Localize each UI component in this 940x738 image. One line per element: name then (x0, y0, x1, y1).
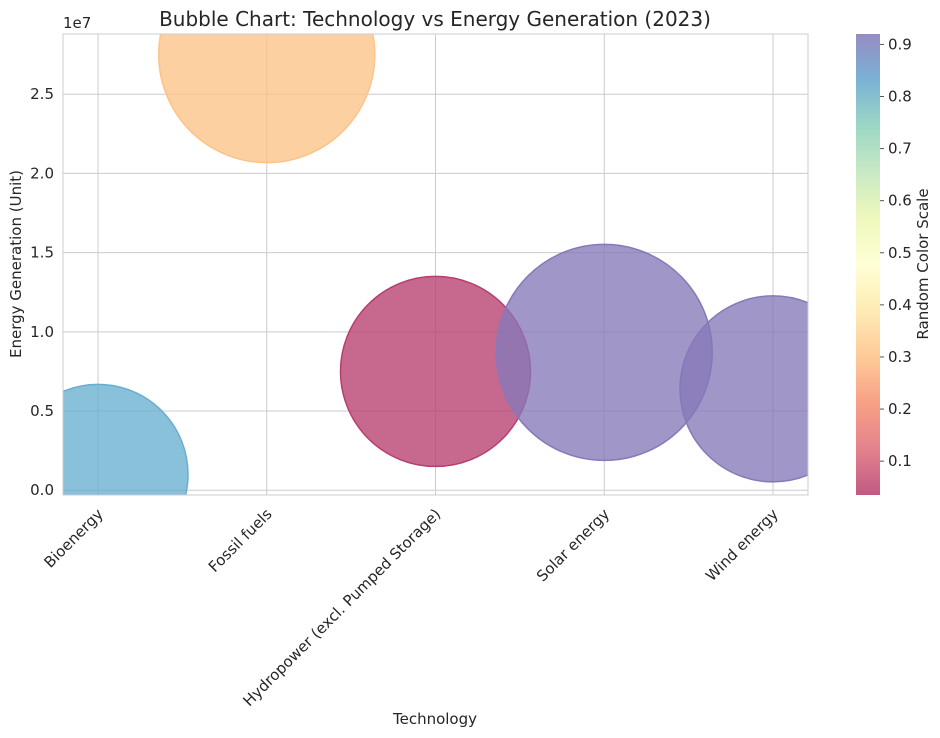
bubble-fossil-fuels (158, 34, 376, 164)
x-tick-label: Wind energy (702, 505, 782, 585)
colorbar-tick-label: 0.3 (888, 348, 912, 366)
bubble-bioenergy (63, 383, 189, 495)
colorbar-tick-label: 0.9 (888, 35, 912, 53)
x-axis-label: Technology (392, 710, 477, 728)
x-tick-label: Hydropower (excl. Pumped Storage) (239, 505, 444, 710)
y-tick-label: 0.0 (30, 481, 54, 499)
chart-title: Bubble Chart: Technology vs Energy Gener… (159, 7, 711, 31)
x-tick-label: Fossil fuels (205, 505, 276, 576)
bubble-wind-energy (679, 295, 808, 483)
colorbar: 0.1 0.2 0.3 0.4 0.5 0.6 0.7 0.8 0.9 Random Color… (856, 34, 932, 495)
y-tick-label: 2.5 (30, 85, 54, 103)
y-tick-label: 1.0 (30, 323, 54, 341)
bubble-solar-energy (495, 243, 713, 462)
colorbar-tick-label: 0.1 (888, 452, 912, 470)
x-tick-label: Bioenergy (40, 505, 106, 571)
colorbar-label: Random Color Scale (914, 188, 932, 339)
colorbar-ticks: 0.1 0.2 0.3 0.4 0.5 0.6 0.7 0.8 0.9 (880, 35, 912, 470)
bubbles (63, 34, 808, 495)
colorbar-tick-label: 0.2 (888, 400, 912, 418)
y-tick-label: 2.0 (30, 164, 54, 182)
y-offset-label: 1e7 (63, 14, 91, 32)
y-tick-label: 0.5 (30, 402, 54, 420)
colorbar-tick-label: 0.4 (888, 296, 912, 314)
colorbar-tick-label: 0.5 (888, 244, 912, 262)
y-tick-label: 1.5 (30, 244, 54, 262)
colorbar-tick-label: 0.8 (888, 88, 912, 106)
y-tick-labels: 0.0 0.5 1.0 1.5 2.0 2.5 (30, 85, 54, 499)
colorbar-tick-label: 0.7 (888, 140, 912, 158)
y-axis-label: Energy Generation (Unit) (7, 170, 25, 358)
colorbar-gradient (856, 34, 880, 495)
plot-frame (62, 33, 809, 496)
x-tick-label: Solar energy (533, 505, 613, 585)
colorbar-tick-label: 0.6 (888, 192, 912, 210)
